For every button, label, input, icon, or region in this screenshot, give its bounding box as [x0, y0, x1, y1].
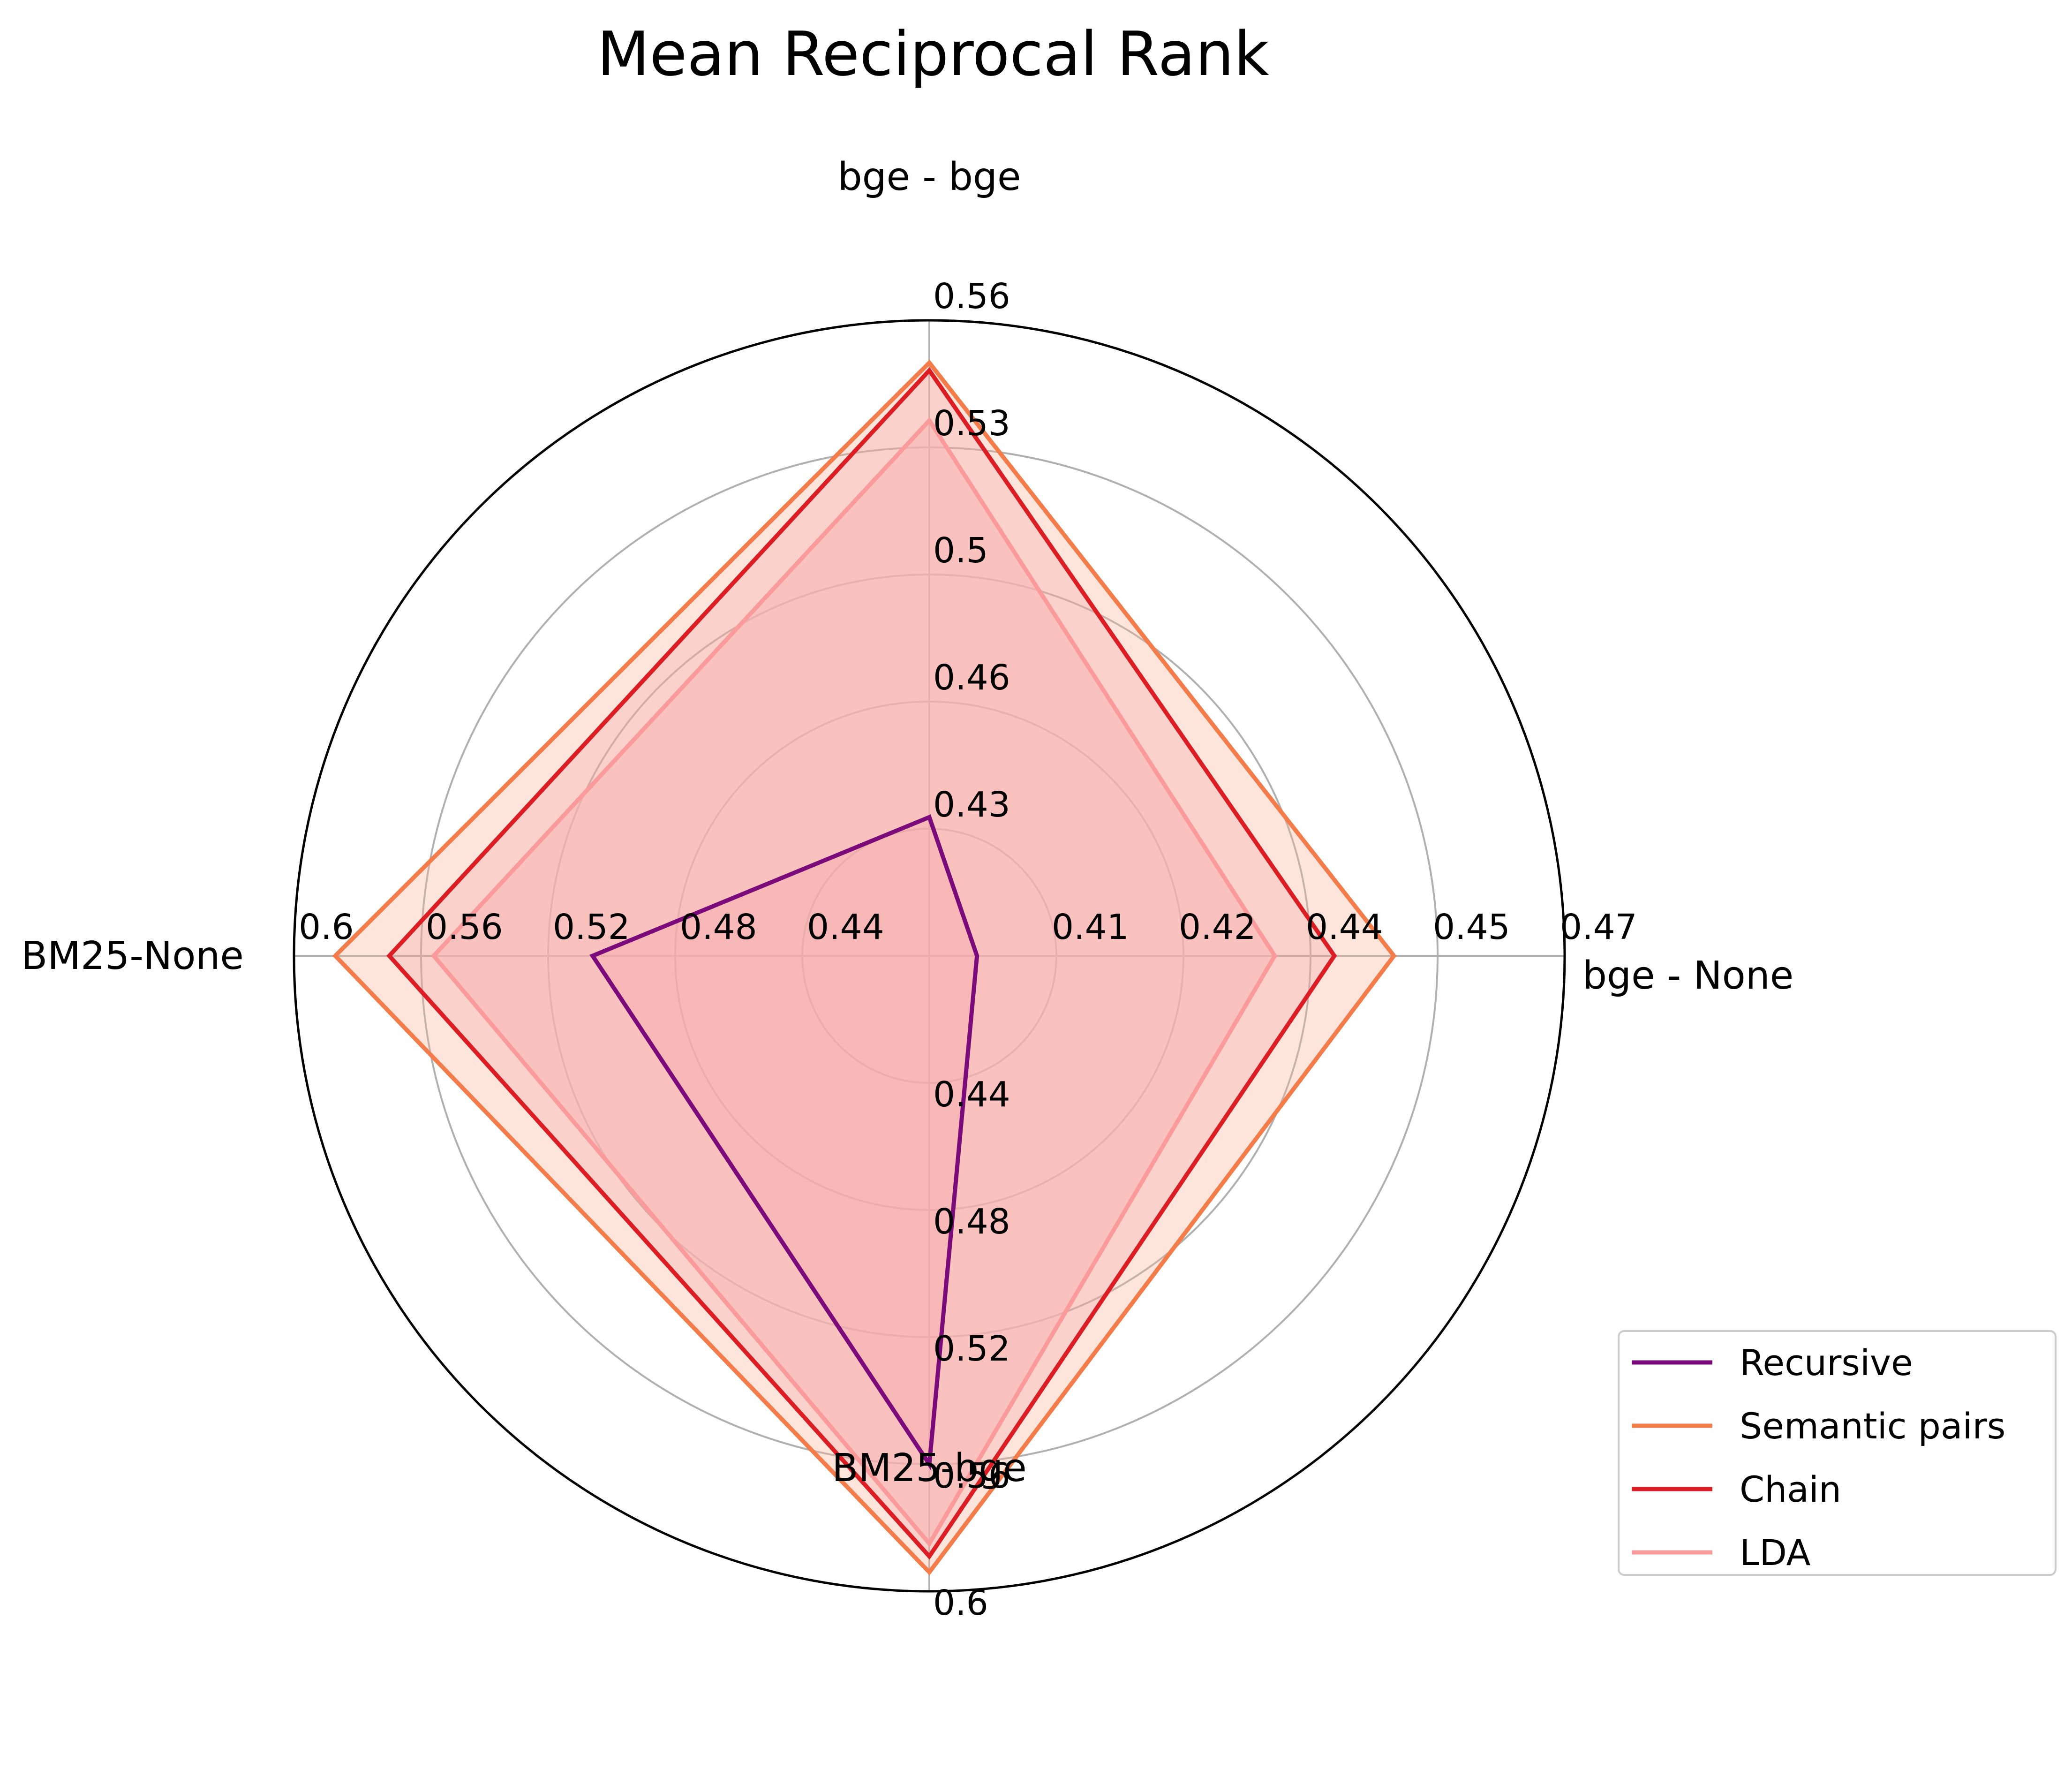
tick-label: 0.47 — [1560, 907, 1637, 947]
axis-label-3: BM25-bge — [832, 1446, 1027, 1490]
tick-label: 0.44 — [807, 907, 884, 947]
series-fill-lda — [434, 420, 1275, 1544]
tick-label: 0.41 — [1052, 907, 1129, 947]
tick-label: 0.53 — [933, 403, 1010, 444]
legend-label-recursive: Recursive — [1740, 1342, 1913, 1384]
axis-label-1: bge - bge — [838, 155, 1021, 199]
legend-label-chain: Chain — [1740, 1468, 1841, 1510]
tick-label: 0.5 — [933, 530, 988, 571]
legend-label-semantic-pairs: Semantic pairs — [1740, 1405, 2005, 1447]
legend-frame — [1618, 1330, 2057, 1576]
tick-label: 0.6 — [933, 1583, 988, 1623]
legend-label-lda: LDA — [1740, 1532, 1811, 1573]
chart-title: Mean Reciprocal Rank — [597, 18, 1269, 90]
tick-label: 0.56 — [933, 1456, 1010, 1496]
axis-label-4: BM25-None — [21, 934, 244, 978]
tick-labels: 0.43 0.46 0.5 0.53 0.56 0.41 0.42 0.44 0.45 0.47 0… — [299, 276, 1637, 1623]
tick-label: 0.44 — [1306, 907, 1383, 947]
series-line-chain — [386, 367, 1337, 1560]
axis-labels: bge - bge bge - None BM25-bge BM25-None — [21, 155, 1793, 1490]
tick-label: 0.52 — [933, 1329, 1010, 1369]
tick-label: 0.44 — [933, 1074, 1010, 1115]
tick-label: 0.56 — [426, 907, 503, 947]
tick-label: 0.46 — [933, 658, 1010, 698]
outer-frame — [293, 319, 1566, 1593]
tick-label: 0.52 — [553, 907, 630, 947]
series-fills — [335, 363, 1394, 1573]
tick-label: 0.45 — [1433, 907, 1510, 947]
series-line-lda — [431, 417, 1278, 1548]
tick-label: 0.48 — [933, 1202, 1010, 1242]
axis-label-2: bge - None — [1582, 953, 1793, 998]
tick-label: 0.56 — [933, 276, 1010, 317]
tick-label: 0.6 — [299, 907, 354, 947]
tick-label: 0.43 — [933, 785, 1010, 825]
series-line-semantic-pairs — [332, 359, 1397, 1576]
series-line-recursive — [589, 814, 979, 1471]
legend: Recursive Semantic pairs Chain LDA — [1618, 1330, 2057, 1576]
tick-label: 0.42 — [1179, 907, 1256, 947]
series-lines — [332, 359, 1397, 1576]
tick-label: 0.48 — [680, 907, 757, 947]
